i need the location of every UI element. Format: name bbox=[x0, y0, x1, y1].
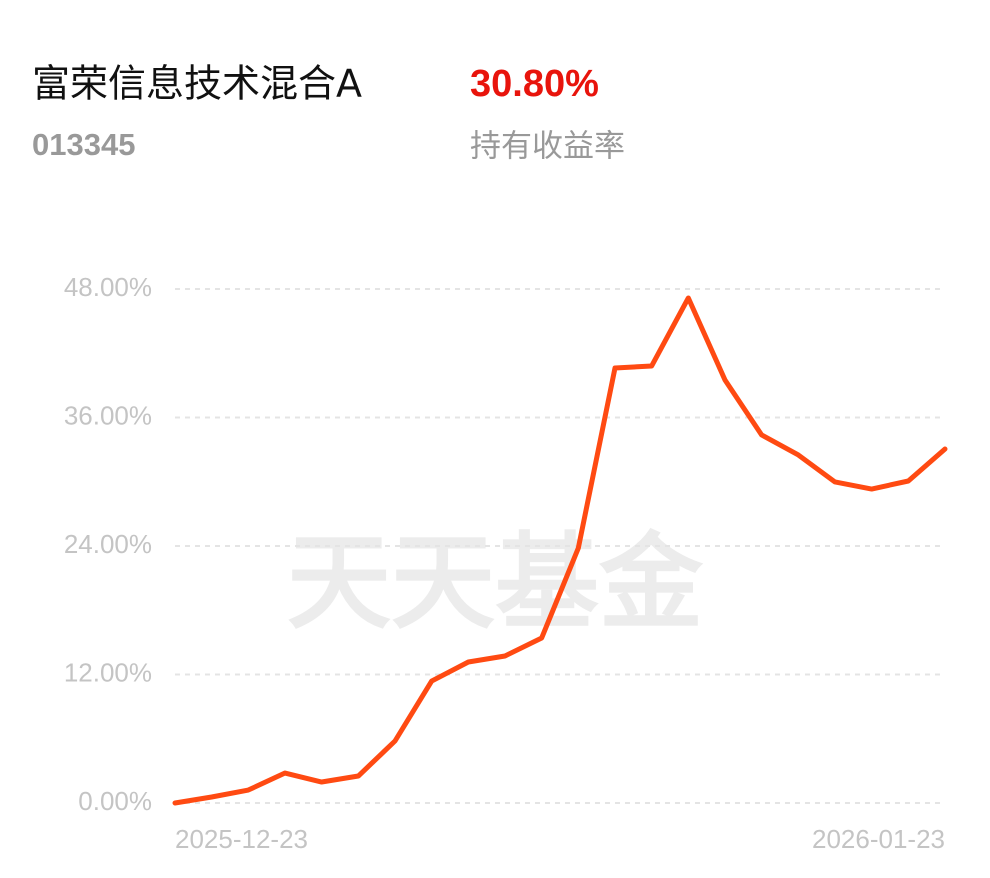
watermark: 天天基金 bbox=[287, 521, 704, 643]
x-tick-label: 2025-12-23 bbox=[175, 824, 308, 854]
y-tick-label: 36.00% bbox=[64, 400, 152, 430]
fund-name: 富荣信息技术混合A bbox=[32, 62, 362, 106]
return-label: 持有收益率 bbox=[470, 129, 625, 165]
y-tick-label: 12.00% bbox=[64, 657, 152, 687]
y-tick-label: 0.00% bbox=[78, 786, 152, 816]
x-tick-label: 2026-01-23 bbox=[812, 824, 945, 854]
y-tick-label: 24.00% bbox=[64, 529, 152, 559]
y-tick-label: 48.00% bbox=[64, 272, 152, 302]
fund-code: 013345 bbox=[32, 127, 135, 162]
return-value: 30.80% bbox=[470, 63, 599, 105]
line bbox=[172, 295, 948, 806]
